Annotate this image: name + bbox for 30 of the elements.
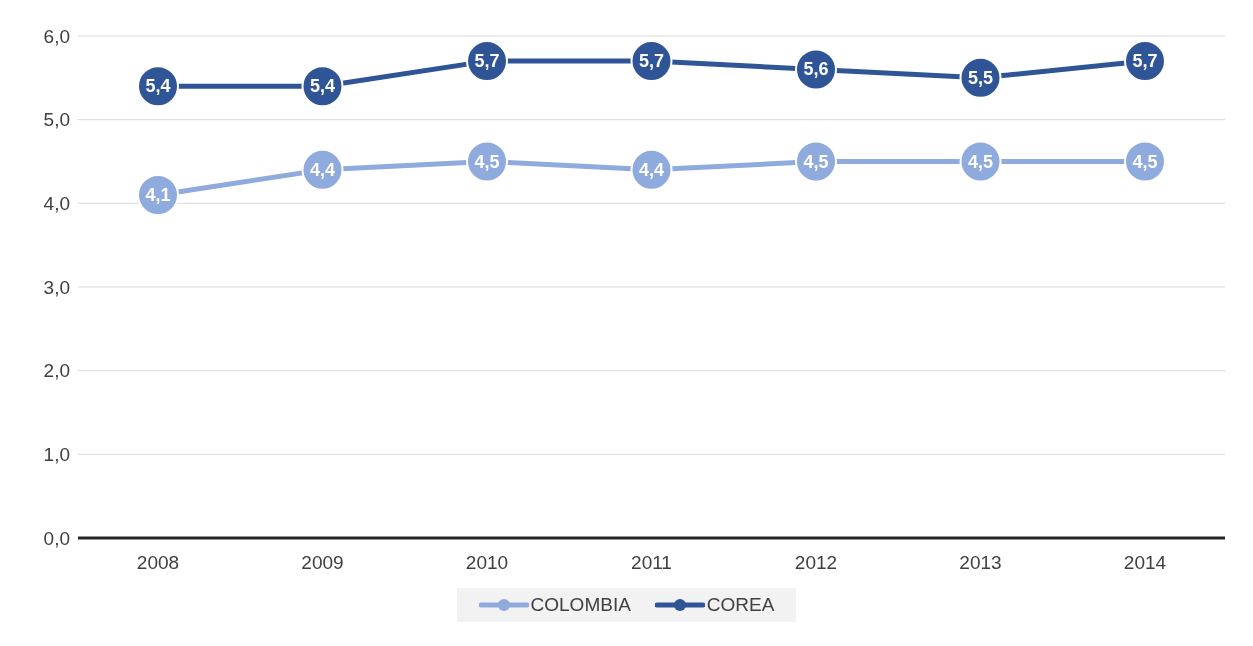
x-tick-label: 2009 xyxy=(301,552,344,574)
y-tick-label: 3,0 xyxy=(43,276,70,298)
x-tick-label: 2014 xyxy=(1123,552,1167,574)
data-label: 4,1 xyxy=(145,184,171,205)
x-tick-label: 2008 xyxy=(136,552,180,574)
x-tick-label: 2011 xyxy=(631,552,672,574)
data-label: 5,5 xyxy=(967,67,994,88)
data-label: 4,4 xyxy=(638,159,665,180)
data-label: 5,7 xyxy=(1132,51,1158,72)
x-tick-label: 2012 xyxy=(794,552,838,574)
x-tick-label: 2010 xyxy=(465,552,509,574)
data-label: 5,4 xyxy=(309,76,336,97)
data-label: 5,7 xyxy=(474,51,500,72)
y-tick-label: 4,0 xyxy=(43,193,70,215)
data-label: 4,4 xyxy=(309,159,336,180)
y-tick-label: 2,0 xyxy=(43,360,70,382)
y-tick-label: 6,0 xyxy=(43,25,70,47)
x-tick-label: 2013 xyxy=(959,552,1002,574)
data-label: 4,5 xyxy=(1132,151,1158,172)
data-label: 4,5 xyxy=(474,151,500,172)
data-label: 4,5 xyxy=(967,151,994,172)
legend-label: COREA xyxy=(705,594,775,616)
data-label: 5,4 xyxy=(145,76,171,97)
y-tick-label: 1,0 xyxy=(43,444,70,466)
data-label: 5,6 xyxy=(803,59,829,80)
y-tick-label: 0,0 xyxy=(43,527,70,549)
data-label: 4,5 xyxy=(803,151,829,172)
data-label: 5,7 xyxy=(638,51,665,72)
y-tick-label: 5,0 xyxy=(43,109,70,131)
legend-label: COLOMBIA xyxy=(529,594,631,616)
